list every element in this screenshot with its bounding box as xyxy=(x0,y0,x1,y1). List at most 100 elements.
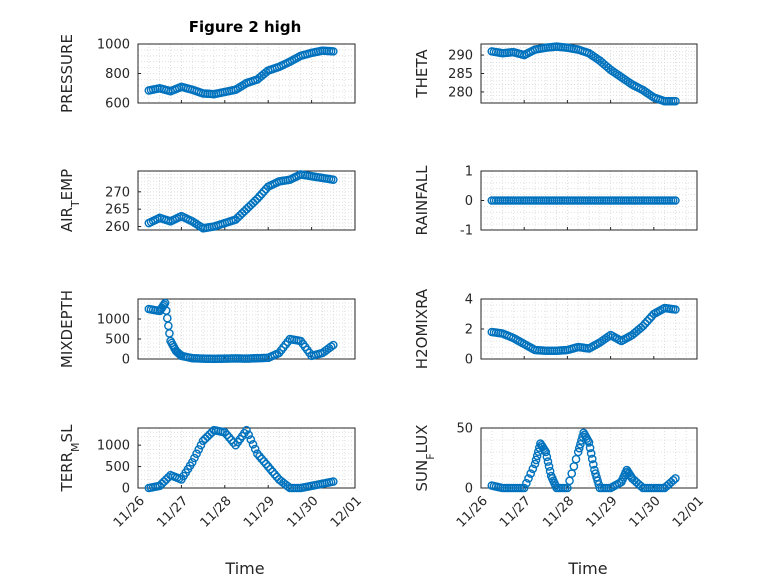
data-point xyxy=(328,47,338,56)
data-point-interp xyxy=(625,78,635,88)
x-tick-label: 11/29 xyxy=(241,494,278,531)
data-point-interp xyxy=(196,440,206,450)
y-tick-label: 500 xyxy=(105,333,130,348)
data-point xyxy=(530,459,540,469)
data-point-interp xyxy=(589,460,598,469)
data-point xyxy=(155,481,164,491)
data-point-interp xyxy=(326,342,336,351)
y-tick-label: 0 xyxy=(465,482,473,497)
data-point xyxy=(671,96,680,106)
y-tick-label: 290 xyxy=(448,49,473,64)
y-axis-label: TERRMSL xyxy=(58,424,82,493)
data-point-interp xyxy=(200,434,210,444)
y-tick-label: 0 xyxy=(122,353,130,368)
data-point-interp xyxy=(259,187,269,196)
y-axis-label: THETA xyxy=(413,49,431,99)
data-point-interp xyxy=(574,443,584,453)
data-point-interp xyxy=(571,454,581,464)
data-point-interp xyxy=(668,476,678,485)
y-tick-label: -1 xyxy=(460,224,473,239)
data-point-interp xyxy=(248,439,258,449)
data-point-interp xyxy=(524,474,533,483)
x-tick-label: 11/30 xyxy=(284,494,321,531)
data-point-interp xyxy=(192,449,201,459)
data-point-interp xyxy=(246,435,256,444)
data-point-interp xyxy=(194,445,204,454)
data-point-interp xyxy=(585,443,595,453)
y-tick-label: 2 xyxy=(465,323,473,338)
panel-mixdepth: 0 500 1000 MIXDEPTH xyxy=(58,290,356,368)
data-point-interp xyxy=(640,319,650,328)
y-tick-label: 1000 xyxy=(97,313,130,328)
x-tick-label: 12/01 xyxy=(670,494,707,531)
panel-rainfall: -1 0 1 RAINFALL xyxy=(413,165,698,239)
y-tick-label: 4 xyxy=(465,293,473,308)
y-tick-label: 265 xyxy=(105,203,130,218)
data-point-interp xyxy=(565,476,574,486)
figure-title: Figure 2 high xyxy=(189,18,302,36)
panel-theta: 280 285 290 THETA xyxy=(413,42,698,106)
data-point-interp xyxy=(542,452,552,462)
data-point-interp xyxy=(532,451,542,461)
x-tick-label: 11/26 xyxy=(111,494,148,531)
y-axis-label: AIRTEMP xyxy=(58,169,82,232)
data-point xyxy=(187,457,197,467)
x-axis-label-left: Time xyxy=(224,559,264,578)
data-point-interp xyxy=(165,329,174,338)
y-tick-label: 0 xyxy=(122,482,130,497)
data-point-interp xyxy=(261,68,271,77)
data-point xyxy=(253,194,262,204)
data-point-interp xyxy=(544,462,554,471)
y-tick-label: 270 xyxy=(105,185,130,200)
x-tick-label: 11/30 xyxy=(627,494,664,531)
data-point-interp xyxy=(272,472,282,482)
y-tick-label: 285 xyxy=(448,67,473,82)
axes-box xyxy=(137,427,356,489)
data-point-interp xyxy=(190,453,199,463)
data-point-interp xyxy=(528,464,538,474)
data-point-interp xyxy=(645,314,654,324)
x-tick-label: 11/28 xyxy=(198,494,235,531)
data-point xyxy=(671,474,680,483)
y-axis-label: PRESSURE xyxy=(58,34,76,113)
x-tick-label: 11/27 xyxy=(497,494,534,531)
data-point-interp xyxy=(257,189,266,199)
x-tick-label: 12/01 xyxy=(328,494,365,531)
data-point-interp xyxy=(586,449,596,458)
y-axis-label: H2OMIXRA xyxy=(413,288,431,369)
data-point-interp xyxy=(257,454,266,464)
data-point xyxy=(638,321,648,331)
data-point xyxy=(573,447,583,457)
data-point-interp xyxy=(255,451,264,461)
data-point-interp xyxy=(522,478,531,488)
data-point-interp xyxy=(203,432,212,441)
x-tick-label: 11/27 xyxy=(154,494,191,531)
data-point-interp xyxy=(576,440,585,449)
data-point xyxy=(328,340,338,350)
data-point-interp xyxy=(222,430,232,440)
data-point-interp xyxy=(162,313,172,323)
data-point xyxy=(242,425,251,435)
panel-terr: 0 500 1000 11/26 11/27 11/28 11/29 11/30 12/01 TE… xyxy=(58,424,365,531)
data-point-interp xyxy=(157,479,167,489)
x-tick-label: 11/28 xyxy=(540,494,577,531)
data-point xyxy=(671,305,680,314)
y-axis-label: RAINFALL xyxy=(413,165,431,236)
y-tick-label: 280 xyxy=(448,85,473,100)
data-point xyxy=(541,447,551,457)
data-point-interp xyxy=(250,444,260,454)
y-tick-label: 1000 xyxy=(97,439,130,454)
data-point-interp xyxy=(261,459,271,469)
y-tick-label: 260 xyxy=(105,220,130,235)
data-point-interp xyxy=(531,455,541,465)
data-point xyxy=(220,427,230,437)
y-axis-label: MIXDEPTH xyxy=(58,290,76,368)
data-point-interp xyxy=(543,457,553,466)
data-point-interp xyxy=(569,462,579,471)
data-point-interp xyxy=(526,469,535,478)
data-point xyxy=(198,436,208,446)
x-axis-label-right: Time xyxy=(567,559,607,578)
y-tick-label: 50 xyxy=(456,422,473,437)
data-point-interp xyxy=(270,469,280,479)
